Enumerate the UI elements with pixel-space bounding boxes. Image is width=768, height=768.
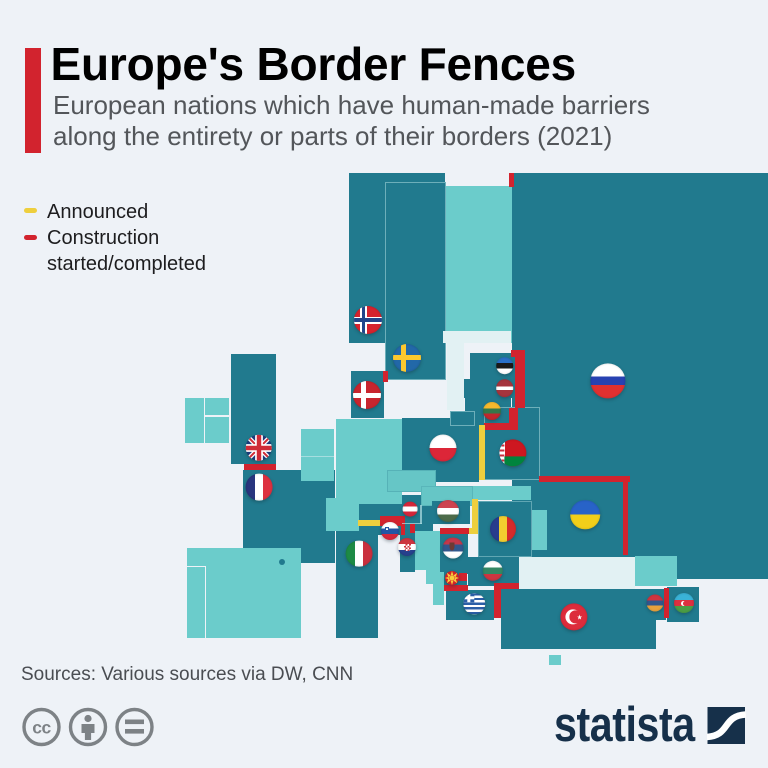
svg-text:cc: cc bbox=[32, 718, 51, 738]
